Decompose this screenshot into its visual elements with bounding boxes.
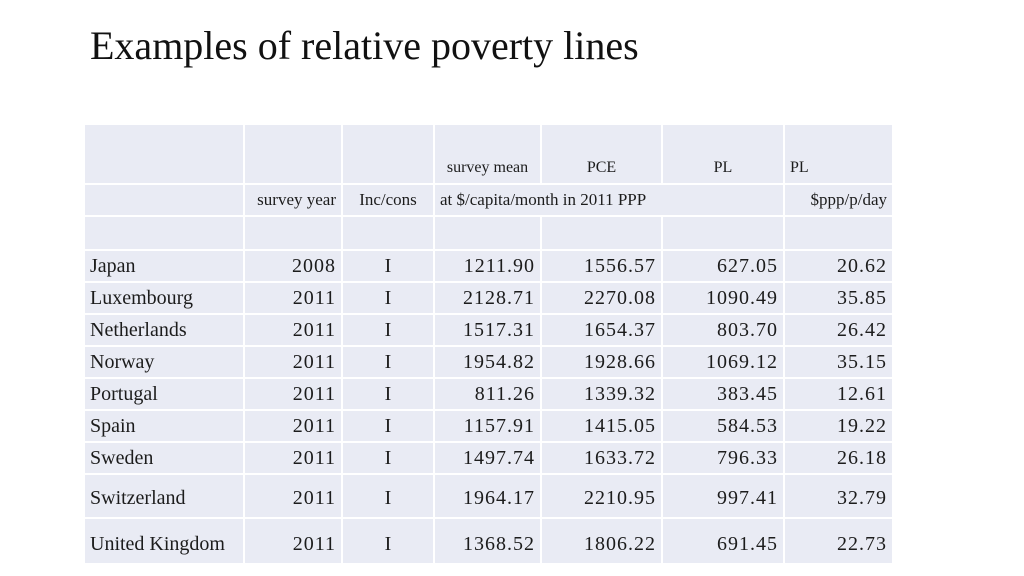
cell-pce: 1633.72 xyxy=(542,443,663,475)
cell-inc-cons: I xyxy=(343,519,435,565)
table-row: Switzerland 2011 I 1964.17 2210.95 997.4… xyxy=(85,475,894,519)
slide-title: Examples of relative poverty lines xyxy=(90,23,639,68)
cell-pl-ppp-per-day: 35.85 xyxy=(785,283,894,315)
cell-pl-ppp-per-day: 35.15 xyxy=(785,347,894,379)
cell-pl-ppp-per-day: 19.22 xyxy=(785,411,894,443)
cell-pl-ppp-per-day: 20.62 xyxy=(785,251,894,283)
column-header-survey-mean: survey mean xyxy=(435,125,542,185)
cell-survey-mean: 1368.52 xyxy=(435,519,542,565)
header-row-top: survey mean PCE PL PL xyxy=(85,125,894,185)
cell-inc-cons: I xyxy=(343,347,435,379)
cell-pl: 1090.49 xyxy=(663,283,785,315)
column-header-pl: PL xyxy=(663,125,785,185)
cell-pl: 803.70 xyxy=(663,315,785,347)
cell-inc-cons: I xyxy=(343,283,435,315)
cell-pce: 2270.08 xyxy=(542,283,663,315)
cell-pl: 997.41 xyxy=(663,475,785,519)
column-header-survey-year: survey year xyxy=(245,185,343,217)
spacer-cell xyxy=(245,217,343,251)
cell-survey-year: 2008 xyxy=(245,251,343,283)
spacer-cell xyxy=(542,217,663,251)
cell-inc-cons: I xyxy=(343,315,435,347)
header-cell-empty xyxy=(245,125,343,185)
cell-country: Japan xyxy=(85,251,245,283)
cell-country: Sweden xyxy=(85,443,245,475)
cell-country: United Kingdom xyxy=(85,519,245,565)
cell-inc-cons: I xyxy=(343,475,435,519)
cell-survey-year: 2011 xyxy=(245,519,343,565)
cell-inc-cons: I xyxy=(343,379,435,411)
spacer-cell xyxy=(343,217,435,251)
cell-pl: 627.05 xyxy=(663,251,785,283)
cell-pl-ppp-per-day: 26.18 xyxy=(785,443,894,475)
cell-inc-cons: I xyxy=(343,411,435,443)
spacer-cell xyxy=(435,217,542,251)
cell-pce: 1928.66 xyxy=(542,347,663,379)
spacer-cell xyxy=(785,217,894,251)
header-cell-empty xyxy=(85,185,245,217)
cell-country: Switzerland xyxy=(85,475,245,519)
cell-pl: 1069.12 xyxy=(663,347,785,379)
cell-survey-mean: 1157.91 xyxy=(435,411,542,443)
cell-pl-ppp-per-day: 12.61 xyxy=(785,379,894,411)
cell-survey-mean: 2128.71 xyxy=(435,283,542,315)
table-row: United Kingdom 2011 I 1368.52 1806.22 69… xyxy=(85,519,894,565)
cell-survey-year: 2011 xyxy=(245,411,343,443)
table-row: Spain 2011 I 1157.91 1415.05 584.53 19.2… xyxy=(85,411,894,443)
cell-survey-year: 2011 xyxy=(245,347,343,379)
cell-inc-cons: I xyxy=(343,443,435,475)
cell-pce: 1339.32 xyxy=(542,379,663,411)
cell-country: Netherlands xyxy=(85,315,245,347)
column-header-pce: PCE xyxy=(542,125,663,185)
cell-pce: 1806.22 xyxy=(542,519,663,565)
cell-inc-cons: I xyxy=(343,251,435,283)
header-row-spacer xyxy=(85,217,894,251)
cell-pce: 1556.57 xyxy=(542,251,663,283)
poverty-lines-table: survey mean PCE PL PL survey year Inc/co… xyxy=(85,125,894,565)
table-row: Japan 2008 I 1211.90 1556.57 627.05 20.6… xyxy=(85,251,894,283)
cell-survey-mean: 1497.74 xyxy=(435,443,542,475)
cell-pl-ppp-per-day: 22.73 xyxy=(785,519,894,565)
header-cell-empty xyxy=(85,125,245,185)
cell-survey-mean: 1954.82 xyxy=(435,347,542,379)
column-header-unit-note: at $/capita/month in 2011 PPP xyxy=(435,185,785,217)
table-row: Sweden 2011 I 1497.74 1633.72 796.33 26.… xyxy=(85,443,894,475)
cell-pce: 2210.95 xyxy=(542,475,663,519)
cell-pl: 691.45 xyxy=(663,519,785,565)
table-row: Portugal 2011 I 811.26 1339.32 383.45 12… xyxy=(85,379,894,411)
cell-country: Norway xyxy=(85,347,245,379)
column-header-inc-cons: Inc/cons xyxy=(343,185,435,217)
header-cell-empty xyxy=(343,125,435,185)
column-header-pl-ppp: PL xyxy=(785,125,894,185)
column-header-ppp-per-day: $ppp/p/day xyxy=(785,185,894,217)
cell-country: Spain xyxy=(85,411,245,443)
cell-survey-year: 2011 xyxy=(245,379,343,411)
cell-survey-mean: 1517.31 xyxy=(435,315,542,347)
cell-survey-year: 2011 xyxy=(245,283,343,315)
cell-pl: 584.53 xyxy=(663,411,785,443)
cell-pl-ppp-per-day: 32.79 xyxy=(785,475,894,519)
cell-survey-year: 2011 xyxy=(245,443,343,475)
cell-pce: 1654.37 xyxy=(542,315,663,347)
table-row: Netherlands 2011 I 1517.31 1654.37 803.7… xyxy=(85,315,894,347)
cell-pce: 1415.05 xyxy=(542,411,663,443)
cell-survey-mean: 1964.17 xyxy=(435,475,542,519)
cell-country: Portugal xyxy=(85,379,245,411)
table-row: Norway 2011 I 1954.82 1928.66 1069.12 35… xyxy=(85,347,894,379)
table-row: Luxembourg 2011 I 2128.71 2270.08 1090.4… xyxy=(85,283,894,315)
cell-survey-year: 2011 xyxy=(245,315,343,347)
cell-pl: 383.45 xyxy=(663,379,785,411)
cell-survey-mean: 1211.90 xyxy=(435,251,542,283)
cell-survey-mean: 811.26 xyxy=(435,379,542,411)
cell-survey-year: 2011 xyxy=(245,475,343,519)
cell-pl: 796.33 xyxy=(663,443,785,475)
header-row-units: survey year Inc/cons at $/capita/month i… xyxy=(85,185,894,217)
spacer-cell xyxy=(663,217,785,251)
cell-country: Luxembourg xyxy=(85,283,245,315)
cell-pl-ppp-per-day: 26.42 xyxy=(785,315,894,347)
spacer-cell xyxy=(85,217,245,251)
